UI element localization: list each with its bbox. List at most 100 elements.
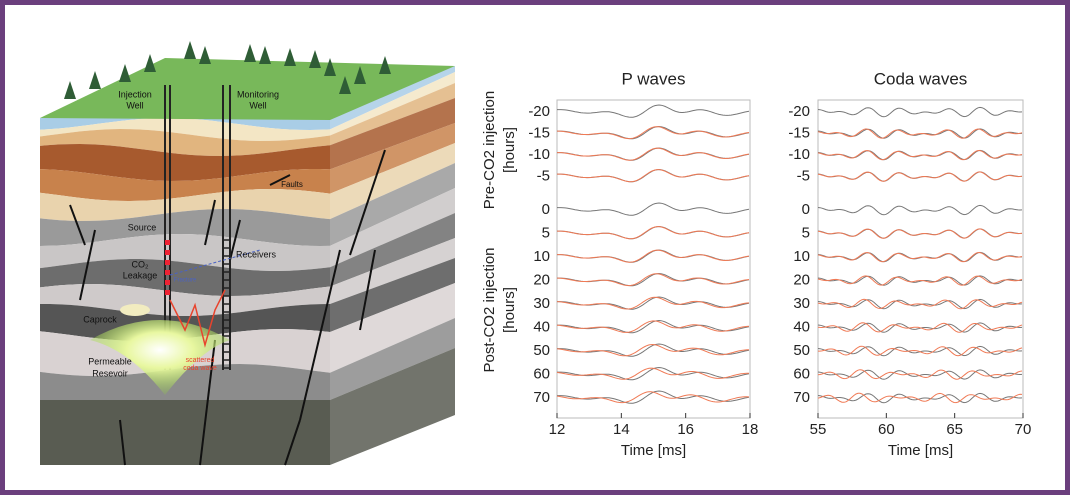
trace bbox=[818, 129, 1022, 138]
y-axis-label: [hours] bbox=[501, 287, 518, 333]
trace-label: 0 bbox=[542, 201, 550, 218]
panel-title: Coda waves bbox=[874, 69, 968, 88]
panel-title: P waves bbox=[622, 69, 686, 88]
y-axis-label: Pre-CO2 injection bbox=[481, 91, 498, 209]
trace bbox=[557, 297, 749, 309]
source bbox=[165, 250, 170, 255]
trace-label: 70 bbox=[793, 389, 810, 406]
trace-label: 30 bbox=[533, 295, 550, 312]
y-axis-label: [hours] bbox=[501, 127, 518, 173]
tree bbox=[259, 46, 271, 64]
trace-label: 50 bbox=[793, 342, 810, 359]
source bbox=[165, 270, 170, 275]
trace-label: 0 bbox=[802, 201, 810, 218]
trace bbox=[557, 274, 749, 286]
trace bbox=[557, 170, 749, 182]
trace-label: -10 bbox=[788, 146, 810, 163]
trace-label: 50 bbox=[533, 342, 550, 359]
trace bbox=[557, 203, 749, 215]
tree bbox=[244, 44, 256, 62]
trace-label: 30 bbox=[793, 295, 810, 312]
trace bbox=[557, 227, 749, 239]
trace bbox=[818, 393, 1022, 402]
trace-label: 5 bbox=[542, 224, 550, 241]
diagram-label: Permeable bbox=[88, 356, 132, 366]
x-tick-label: 14 bbox=[613, 421, 630, 438]
tree bbox=[184, 41, 196, 59]
diagram-label: Caprock bbox=[83, 314, 117, 324]
rock-layer bbox=[40, 400, 330, 465]
trace bbox=[557, 105, 749, 117]
trace bbox=[818, 370, 1022, 380]
trace bbox=[818, 253, 1022, 262]
caprock bbox=[120, 304, 150, 316]
tree bbox=[89, 71, 101, 89]
source bbox=[165, 240, 170, 245]
trace bbox=[818, 299, 1022, 309]
figure: InjectionWellMonitoringWellFaultsSourceC… bbox=[5, 5, 1065, 490]
x-axis-label: Time [ms] bbox=[888, 442, 953, 459]
trace bbox=[557, 148, 749, 160]
trace-label: -15 bbox=[788, 124, 810, 141]
trace bbox=[818, 107, 1022, 116]
trace-label: -15 bbox=[528, 124, 550, 141]
diagram-label: Injection bbox=[118, 89, 152, 99]
trace bbox=[557, 148, 749, 160]
trace bbox=[818, 205, 1022, 214]
trace-label: -5 bbox=[537, 167, 550, 184]
trace-label: 60 bbox=[793, 365, 810, 382]
x-tick-label: 70 bbox=[1015, 421, 1032, 438]
diagram-label: coda wave bbox=[183, 365, 217, 372]
trace-label: -10 bbox=[528, 146, 550, 163]
trace bbox=[557, 170, 749, 182]
tree bbox=[284, 48, 296, 66]
source bbox=[165, 290, 170, 295]
x-tick-label: 55 bbox=[810, 421, 827, 438]
diagram-label: Monitoring bbox=[237, 89, 279, 99]
x-tick-label: 60 bbox=[878, 421, 895, 438]
tree bbox=[119, 64, 131, 82]
x-tick-label: 16 bbox=[677, 421, 694, 438]
trace bbox=[557, 321, 749, 333]
tree bbox=[64, 81, 76, 99]
trace bbox=[557, 250, 749, 262]
x-tick-label: 12 bbox=[549, 421, 566, 438]
diagram-label: Resevoir bbox=[92, 368, 128, 378]
diagram-label: Well bbox=[126, 100, 143, 110]
trace-label: 60 bbox=[533, 365, 550, 382]
diagram-label: scattered bbox=[186, 357, 215, 364]
trace bbox=[557, 250, 749, 262]
trace-label: 40 bbox=[533, 318, 550, 335]
figure-frame: InjectionWellMonitoringWellFaultsSourceC… bbox=[0, 0, 1070, 495]
trace-label: -5 bbox=[797, 167, 810, 184]
x-tick-label: 65 bbox=[946, 421, 963, 438]
trace bbox=[818, 229, 1022, 238]
trace-label: 10 bbox=[533, 248, 550, 265]
trace-label: -20 bbox=[528, 103, 550, 120]
plot-frame bbox=[557, 100, 750, 418]
source bbox=[165, 280, 170, 285]
diagram-label: Faults bbox=[281, 180, 303, 189]
trace-label: 40 bbox=[793, 318, 810, 335]
diagram-label: Source bbox=[128, 222, 157, 232]
trace bbox=[818, 276, 1022, 285]
trace bbox=[557, 227, 749, 239]
trace bbox=[818, 346, 1022, 356]
tree bbox=[309, 50, 321, 68]
trace bbox=[818, 172, 1022, 181]
trace bbox=[557, 127, 749, 139]
y-axis-label: Post-CO2 injection bbox=[481, 247, 498, 372]
diagram-label: Leakage bbox=[123, 270, 158, 280]
diagram-label: CO₂ bbox=[132, 259, 150, 269]
x-tick-label: 18 bbox=[742, 421, 759, 438]
tree bbox=[199, 46, 211, 64]
trace-label: 10 bbox=[793, 248, 810, 265]
trace bbox=[818, 151, 1022, 160]
trace-label: 20 bbox=[793, 271, 810, 288]
x-axis-label: Time [ms] bbox=[621, 442, 686, 459]
diagram-label: Well bbox=[249, 100, 266, 110]
trace bbox=[818, 323, 1022, 333]
trace-label: 20 bbox=[533, 271, 550, 288]
trace-label: 5 bbox=[802, 224, 810, 241]
source bbox=[165, 260, 170, 265]
